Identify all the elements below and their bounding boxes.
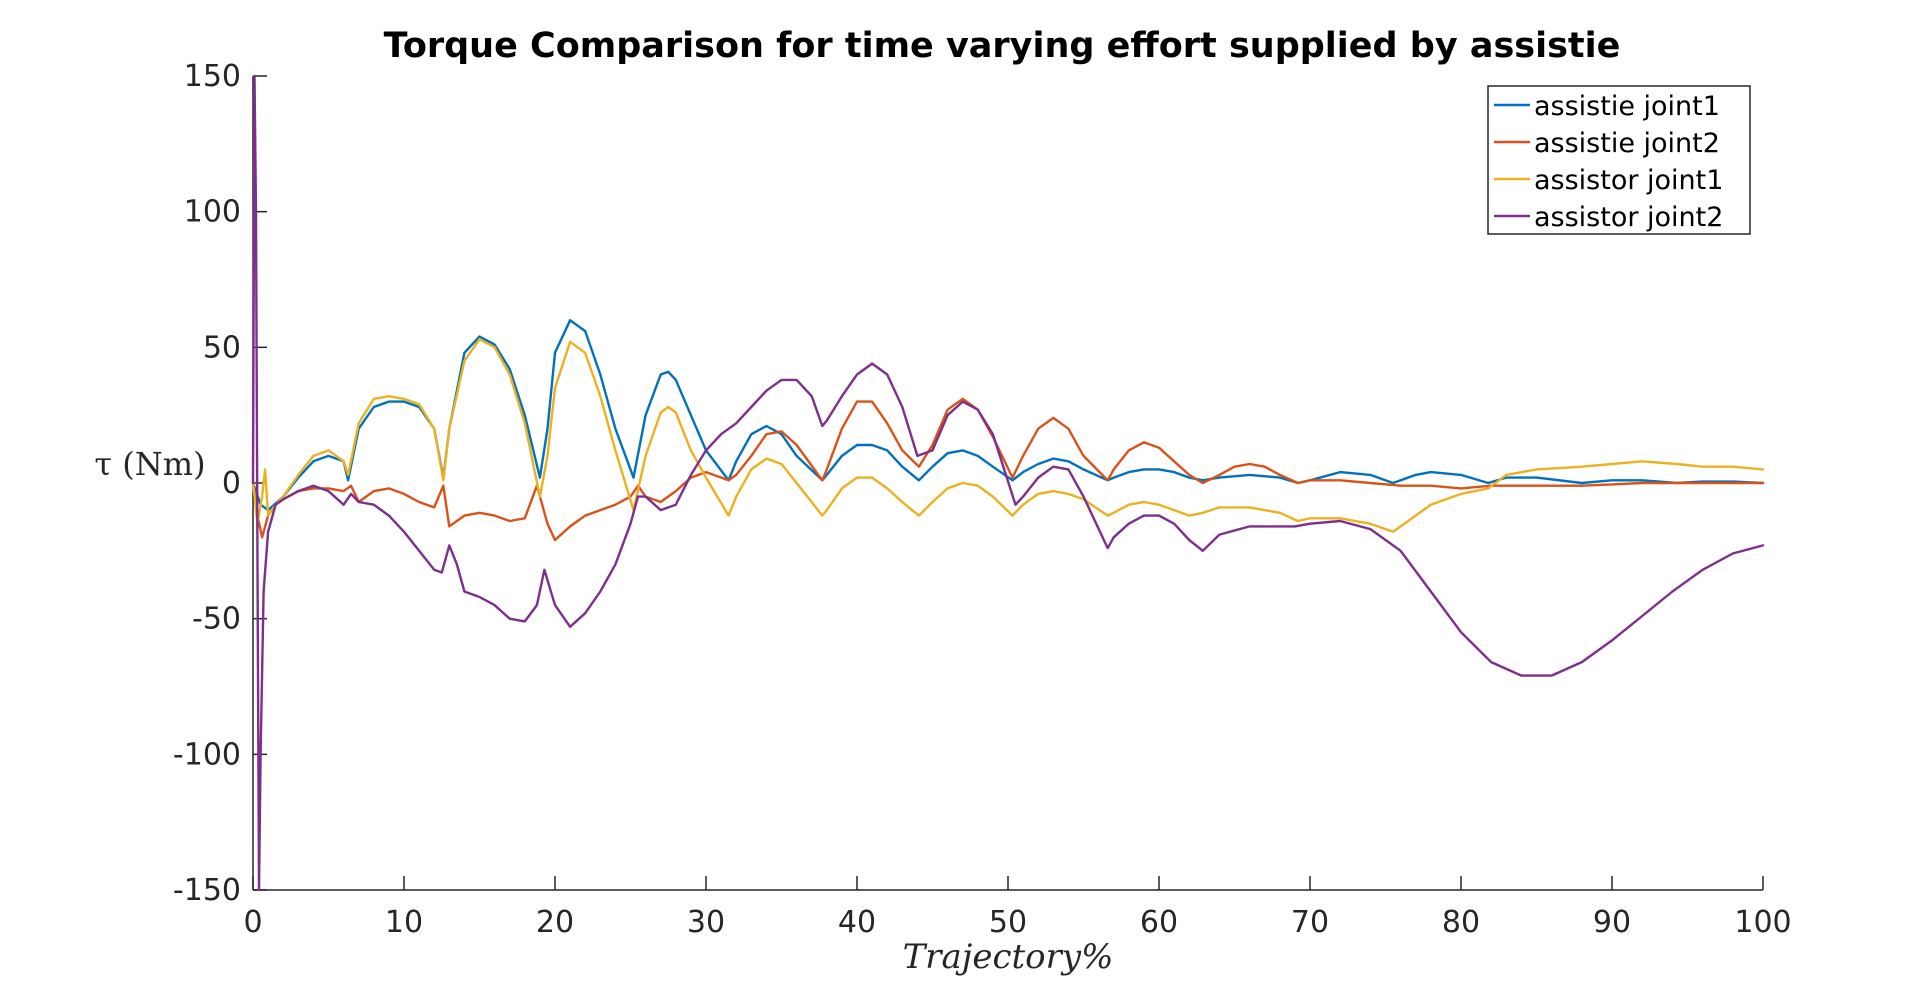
- x-tick-label: 60: [1140, 905, 1178, 940]
- x-tick-label: 50: [989, 905, 1027, 940]
- series-group: [251, 74, 1765, 892]
- x-tick-label: 100: [1734, 905, 1791, 940]
- series-line-4: [251, 74, 1765, 892]
- series-line-3: [251, 338, 1765, 533]
- legend-label-1: assistie joint1: [1534, 91, 1720, 122]
- y-tick-label: -100: [173, 737, 241, 772]
- x-tick-label: 0: [243, 905, 262, 940]
- legend-label-3: assistor joint1: [1534, 165, 1723, 196]
- legend-label-4: assistor joint2: [1534, 202, 1723, 233]
- x-axis-label: Trajectory%: [903, 937, 1114, 977]
- y-axis-label: τ (Nm): [94, 445, 205, 483]
- legend-box: [1487, 85, 1751, 235]
- x-tick-label: 20: [536, 905, 574, 940]
- y-tick-label: -50: [192, 602, 241, 637]
- x-tick-label: 30: [687, 905, 725, 940]
- y-tick-label: 150: [184, 59, 241, 94]
- legend: assistie joint1 assistie joint2 assistor j…: [1487, 85, 1751, 235]
- legend-label-2: assistie joint2: [1534, 128, 1720, 159]
- y-ticks: 150 100 50 0 -50 -100 -150: [173, 59, 267, 908]
- x-tick-label: 80: [1442, 905, 1480, 940]
- chart-title: Torque Comparison for time varying effor…: [384, 26, 1621, 66]
- x-tick-label: 40: [838, 905, 876, 940]
- x-tick-label: 70: [1291, 905, 1329, 940]
- y-tick-label: 0: [222, 466, 241, 501]
- series-line-2: [251, 397, 1765, 542]
- y-tick-label: -150: [173, 873, 241, 908]
- y-tick-label: 50: [203, 330, 241, 365]
- x-tick-label: 90: [1593, 905, 1631, 940]
- y-tick-label: 100: [184, 195, 241, 230]
- x-tick-label: 10: [385, 905, 423, 940]
- x-ticks: 0 10 20 30 40 50 60 70 80 90 100: [243, 876, 1792, 940]
